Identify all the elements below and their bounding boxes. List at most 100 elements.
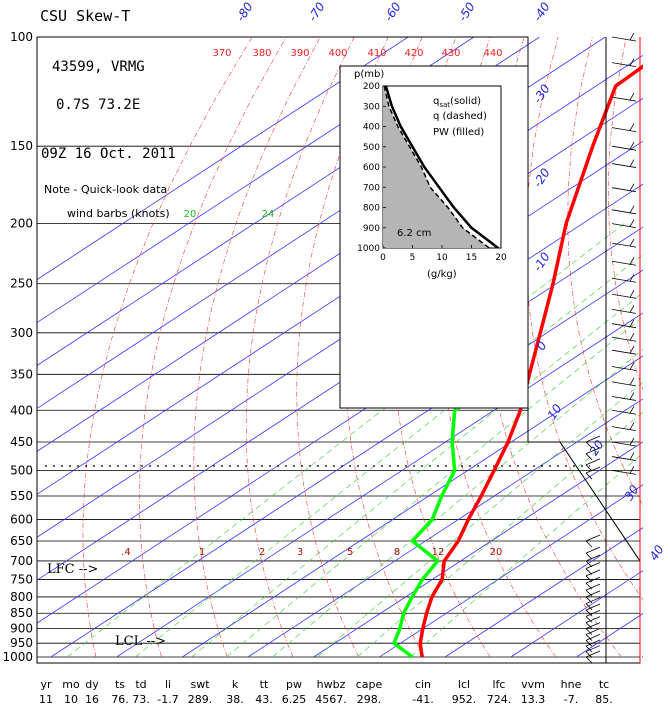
barb-feather <box>629 238 635 247</box>
barb-feather <box>629 422 635 430</box>
wind-barb <box>611 362 637 371</box>
inset-y-tick-label: 900 <box>363 224 380 234</box>
index-value: 298. <box>357 693 382 706</box>
wind-barb <box>585 616 601 629</box>
isotherm-label: 40 <box>647 542 667 563</box>
mixing-ratio-line <box>191 292 643 658</box>
index-value: 724. <box>487 693 512 706</box>
barb-feather <box>629 159 635 167</box>
wind-barb <box>611 392 637 401</box>
inset-x-label: (g/kg) <box>427 269 457 280</box>
barb-staff <box>611 223 637 229</box>
index-value: 85. <box>595 693 613 706</box>
barb-staff <box>585 466 601 474</box>
dry-adiabat-line <box>607 37 643 391</box>
dry-adiabat-line <box>648 37 670 657</box>
barb-staff <box>585 583 601 591</box>
inset-y-tick-label: 500 <box>363 143 380 153</box>
barb-staff <box>611 163 637 168</box>
barb-feather <box>585 552 593 560</box>
lfc-annotation: LFC --> <box>47 562 98 577</box>
index-value: 289. <box>188 693 213 706</box>
index-value: 13.3 <box>521 693 546 706</box>
inset-x-tick-label: 5 <box>410 253 416 263</box>
index-header: hne <box>561 678 582 691</box>
inset-x-tick-label: 20 <box>495 253 507 263</box>
barb-staff <box>585 554 601 562</box>
barb-staff <box>611 426 637 431</box>
index-value: 952. <box>452 693 477 706</box>
wind-barb <box>611 422 637 431</box>
index-header: ts <box>115 678 125 691</box>
barb-staff <box>611 396 637 401</box>
barb-feather <box>629 392 635 400</box>
inset-y-tick-label: 800 <box>363 204 380 214</box>
wind-barb <box>585 639 601 653</box>
barb-staff <box>611 187 637 193</box>
barb-staff <box>611 277 637 283</box>
barb-staff <box>611 349 637 355</box>
wind-barb <box>585 610 601 623</box>
inset-legend-solid: qsat(solid) <box>433 96 481 109</box>
barb-staff <box>611 260 637 266</box>
wind-barb <box>611 406 637 415</box>
barb-feather <box>585 616 593 623</box>
barb-staff <box>585 628 601 635</box>
index-header: lfc <box>493 678 506 691</box>
isotherm-line <box>37 54 643 452</box>
mixing-ratio-bottom-label: 2 <box>259 547 265 558</box>
chart-title: CSU Skew-T <box>40 7 130 25</box>
pressure-tick-label: 650 <box>10 534 33 548</box>
barb-feather <box>585 609 593 617</box>
isotherm-line <box>37 140 643 538</box>
wind-barb <box>585 645 601 658</box>
barb-feather <box>629 92 635 101</box>
inset-legend-filled: PW (filled) <box>433 127 484 138</box>
datetime-label: 09Z 16 Oct. 2011 <box>41 146 176 162</box>
index-value: 11 <box>39 693 53 706</box>
inset-y-tick-label: 200 <box>363 82 380 92</box>
barb-staff <box>585 590 601 598</box>
wind-barb <box>585 603 601 617</box>
barb-staff <box>585 597 601 604</box>
theta-e-label: 370 <box>212 48 231 59</box>
barb-staff <box>611 366 637 371</box>
mixing-ratio-bottom-label: 12 <box>432 547 445 558</box>
pressure-tick-label: 150 <box>10 139 33 153</box>
isotherm-line <box>37 37 475 324</box>
index-value: -41. <box>412 693 433 706</box>
mixing-ratio-top-label: 24 <box>262 209 275 220</box>
barb-feather <box>629 362 635 370</box>
inset-y-tick-label: 600 <box>363 163 380 173</box>
mixing-ratio-bottom-label: 8 <box>394 547 400 558</box>
pressure-tick-label: 700 <box>10 554 33 568</box>
index-header: k <box>232 678 239 691</box>
wind-barb <box>585 466 601 480</box>
wind-barb <box>585 435 601 449</box>
barb-feather <box>585 622 593 629</box>
barb-feather <box>629 406 635 414</box>
barb-staff <box>585 569 601 577</box>
barb-staff <box>611 323 637 329</box>
isotherm-label: 10 <box>545 401 565 422</box>
index-header: cin <box>415 678 431 691</box>
isotherm-line <box>641 655 643 658</box>
wind-barb <box>585 650 601 664</box>
barb-staff <box>611 441 637 447</box>
wind-barb <box>611 58 637 68</box>
note-line1: Note - Quick-look data <box>44 183 167 196</box>
index-value: -7. <box>564 693 578 706</box>
pressure-tick-label: 400 <box>10 403 33 417</box>
barb-feather <box>585 640 593 647</box>
dry-adiabat-line <box>482 37 622 658</box>
dry-adiabat-line <box>245 37 355 658</box>
mixing-ratio-bottom-label: 3 <box>297 547 303 558</box>
dry-adiabat-line <box>82 37 253 658</box>
barb-staff <box>585 603 601 611</box>
index-header: li <box>165 678 171 691</box>
pressure-tick-label: 350 <box>10 367 33 381</box>
pressure-tick-label: 1000 <box>2 650 33 664</box>
wind-barb <box>611 123 637 132</box>
barb-feather <box>585 464 593 472</box>
index-value: 38. <box>226 693 244 706</box>
